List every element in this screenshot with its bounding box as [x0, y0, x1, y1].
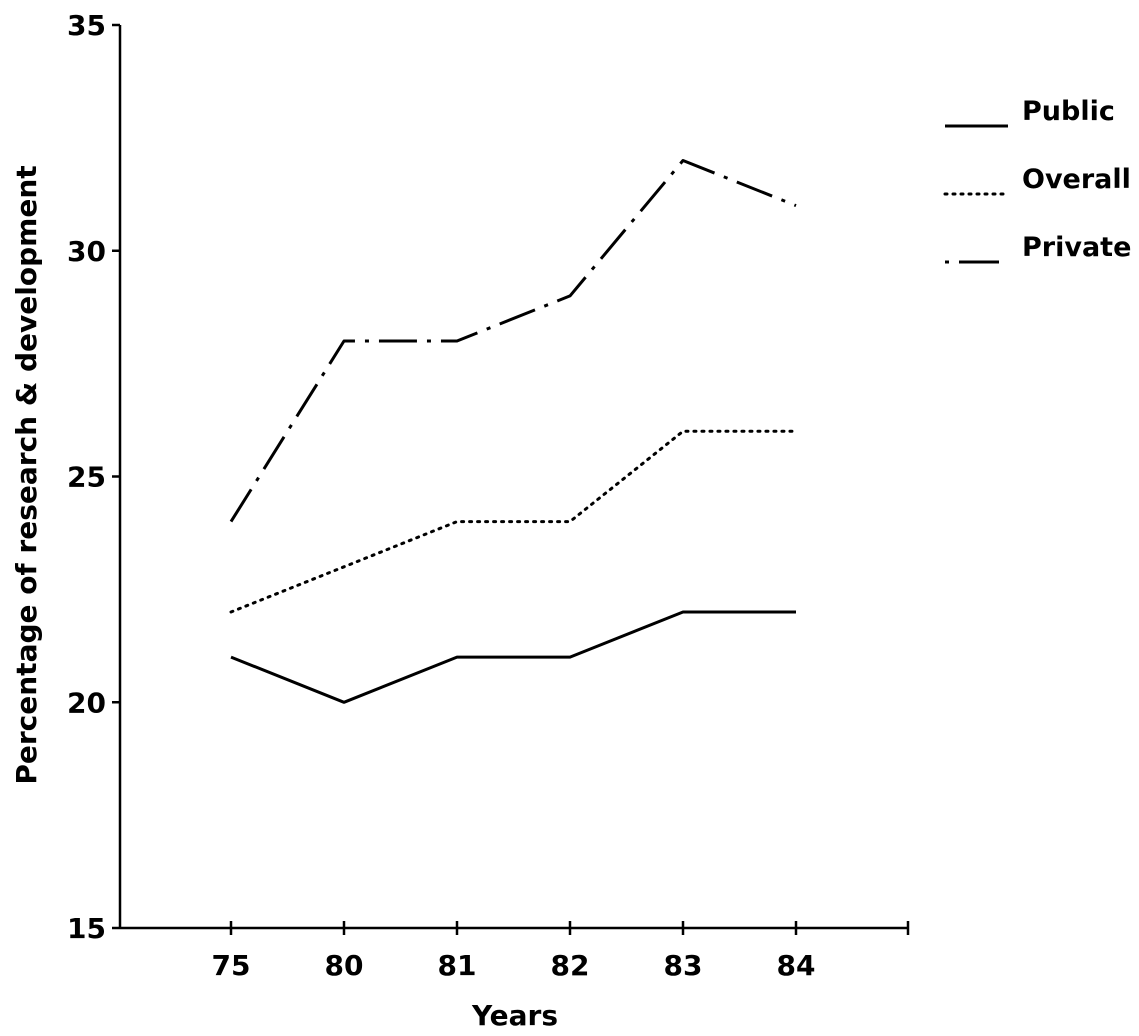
series-line-public	[231, 612, 796, 702]
x-tick-label: 81	[438, 949, 477, 982]
x-tick-label: 84	[777, 949, 816, 982]
y-tick-label: 30	[67, 235, 106, 268]
x-tick-label: 82	[551, 949, 590, 982]
x-tick-label: 75	[212, 949, 251, 982]
x-tick-label: 80	[325, 949, 364, 982]
y-tick-label: 15	[67, 912, 106, 945]
legend-label-public: Public	[1022, 96, 1115, 127]
legend: Public Overall Private	[945, 96, 1131, 263]
axes: 15 20 25 30 35 75 80 81 82 83 84	[67, 9, 908, 982]
legend-label-private: Private	[1022, 232, 1131, 263]
legend-label-overall: Overall	[1022, 164, 1131, 195]
x-tick-label: 83	[664, 949, 703, 982]
series-lines	[231, 160, 796, 702]
series-line-private	[231, 161, 796, 522]
y-tick-label: 35	[67, 9, 106, 42]
x-axis-label: Years	[471, 999, 558, 1031]
y-axis-label: Percentage of research & development	[10, 165, 43, 784]
y-tick-label: 25	[67, 461, 106, 494]
y-tick-label: 20	[67, 686, 106, 719]
series-line-overall	[231, 431, 796, 612]
